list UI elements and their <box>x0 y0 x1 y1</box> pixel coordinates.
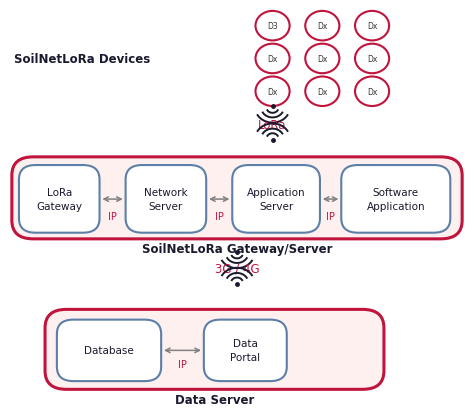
Text: 3G / 4G: 3G / 4G <box>215 262 259 275</box>
Text: LoRa
Gateway: LoRa Gateway <box>36 187 82 211</box>
Circle shape <box>255 45 290 74</box>
Text: IP: IP <box>327 211 335 221</box>
FancyBboxPatch shape <box>341 166 450 233</box>
Text: Dx: Dx <box>267 55 278 64</box>
Circle shape <box>255 12 290 41</box>
FancyBboxPatch shape <box>204 320 287 381</box>
Text: SoilNetLoRa Gateway/Server: SoilNetLoRa Gateway/Server <box>142 242 332 255</box>
FancyBboxPatch shape <box>19 166 100 233</box>
Circle shape <box>355 12 389 41</box>
Text: IP: IP <box>178 360 187 369</box>
Text: Network
Server: Network Server <box>144 187 188 211</box>
FancyBboxPatch shape <box>12 157 462 239</box>
Text: Dx: Dx <box>367 88 377 97</box>
Circle shape <box>355 77 389 107</box>
Text: Dx: Dx <box>317 22 328 31</box>
Text: SoilNetLoRa Devices: SoilNetLoRa Devices <box>14 53 150 66</box>
FancyBboxPatch shape <box>126 166 206 233</box>
FancyBboxPatch shape <box>232 166 320 233</box>
Circle shape <box>305 12 339 41</box>
Text: Dx: Dx <box>317 55 328 64</box>
Text: Application
Server: Application Server <box>247 187 305 211</box>
Circle shape <box>305 45 339 74</box>
Text: Data Server: Data Server <box>175 393 255 406</box>
Text: Dx: Dx <box>367 22 377 31</box>
FancyBboxPatch shape <box>57 320 161 381</box>
Text: LoRa: LoRa <box>258 118 287 131</box>
Text: Software
Application: Software Application <box>366 187 425 211</box>
Circle shape <box>255 77 290 107</box>
Text: Dx: Dx <box>367 55 377 64</box>
Text: IP: IP <box>215 211 224 221</box>
Text: Data
Portal: Data Portal <box>230 339 260 362</box>
Text: Dx: Dx <box>317 88 328 97</box>
FancyBboxPatch shape <box>45 310 384 389</box>
Circle shape <box>355 45 389 74</box>
Text: IP: IP <box>109 211 117 221</box>
Text: D3: D3 <box>267 22 278 31</box>
Text: Database: Database <box>84 346 134 355</box>
Circle shape <box>305 77 339 107</box>
Text: Dx: Dx <box>267 88 278 97</box>
